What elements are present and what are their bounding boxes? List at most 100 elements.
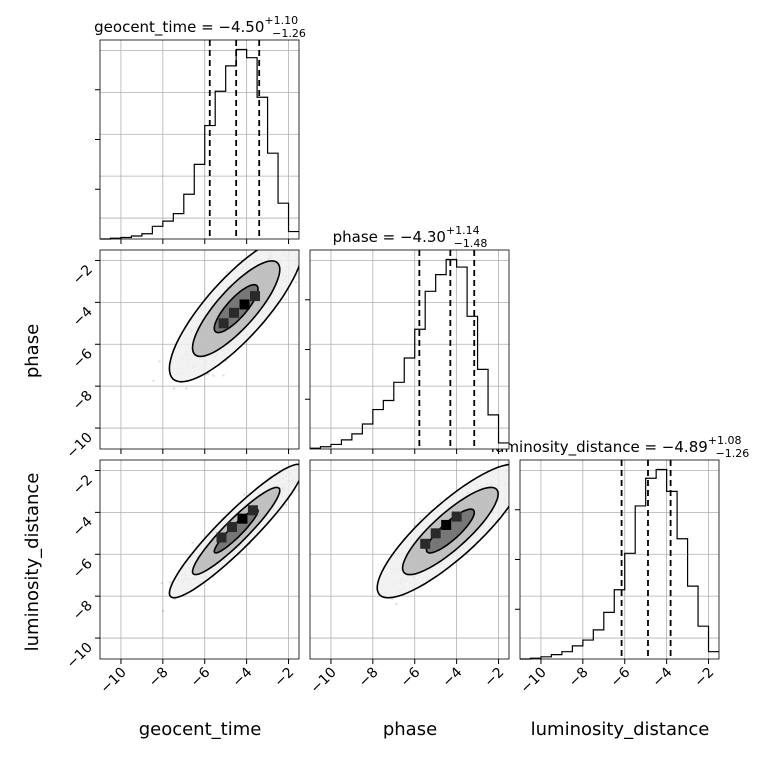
scatter-point — [511, 476, 513, 478]
hist-step-line — [100, 48, 299, 240]
hist-panel-geocent_time — [95, 39, 300, 244]
density-peak — [420, 538, 431, 549]
title-luminosity-distance-prefix: luminosity_distance = −4.89 — [491, 438, 708, 457]
y-tick-label: −4 — [70, 304, 96, 330]
hist-panel-geocent_time-background — [100, 40, 299, 239]
scatter-point — [515, 488, 517, 490]
y-tick-label: −6 — [70, 556, 96, 582]
x-tick-label: −10 — [98, 665, 130, 697]
panel-frame — [99, 249, 300, 450]
density-peak — [226, 522, 237, 533]
scatter-point — [207, 373, 210, 376]
y-tick-label: −10 — [64, 430, 96, 462]
scatter-point — [284, 504, 288, 507]
y-tick-label: −6 — [70, 346, 96, 372]
x-axis-label-geocent-time: geocent_time — [139, 719, 262, 740]
x-tick-label: −6 — [188, 664, 214, 690]
density-peak — [216, 532, 227, 543]
x-tick-label: −10 — [518, 665, 550, 697]
panel-frame — [99, 459, 300, 660]
hist-step-line — [520, 468, 719, 660]
title-luminosity-distance-sub: −1.26 — [716, 447, 750, 460]
scatter-point — [391, 597, 394, 601]
scatter-point — [271, 244, 273, 246]
title-phase-prefix: phase = −4.30 — [333, 228, 446, 246]
scatter-point — [297, 489, 299, 492]
panel-frame — [99, 39, 300, 240]
scatter-panel-geocent_time-luminosity_distance: −10−10 −8 −8 −6 −6 −4 −4 −2 −2 — [64, 459, 300, 697]
x-tick-label: −6 — [608, 664, 634, 690]
x-tick-label: −2 — [271, 665, 297, 691]
y-axis-label-luminosity-distance: luminosity_distance — [22, 473, 43, 652]
title-geocent-time: geocent_time = −4.50+1.10 −1.26 — [94, 14, 306, 40]
panel-frame — [519, 459, 720, 660]
scatter-point — [172, 387, 176, 390]
scatter-point — [225, 270, 228, 274]
scatter-point — [161, 609, 165, 613]
density-peak — [247, 505, 258, 516]
scatter-point — [242, 493, 246, 496]
title-phase-sub: −1.48 — [454, 237, 488, 250]
scatter-point — [512, 486, 514, 488]
scatter-point — [395, 602, 398, 606]
scatter-point — [280, 243, 282, 245]
scatter-point — [212, 374, 215, 377]
density-peak — [237, 513, 248, 524]
scatter-point — [505, 461, 509, 464]
title-geocent-time-sub: −1.26 — [272, 27, 306, 40]
panels: −10 −8 −6 −4 −2−10−8−6−4−2−10−10−8−8−6−6−4−4… — [64, 39, 720, 697]
scatter-point — [511, 485, 513, 487]
title-geocent-time-prefix: geocent_time = −4.50 — [94, 18, 264, 37]
panel-frame — [309, 249, 510, 450]
hist-panel-luminosity_distance: −10 −8 −6 −4 −2 — [515, 459, 720, 697]
x-axis-label-luminosity-distance: luminosity_distance — [531, 719, 710, 740]
scatter-point — [160, 581, 163, 585]
scatter-point — [284, 298, 287, 301]
x-axis-label-phase: phase — [383, 719, 437, 740]
scatter-point — [158, 360, 161, 363]
scatter-point — [511, 517, 513, 519]
y-axis-label-phase: phase — [22, 324, 43, 378]
scatter-point — [294, 281, 298, 284]
x-tick-label: −2 — [691, 665, 717, 691]
hist-panel-luminosity_distance-background — [520, 460, 719, 659]
scatter-point — [152, 379, 155, 382]
scatter-panel-phase-luminosity_distance: −10 −8 −6 −4 −2 — [308, 459, 517, 697]
scatter-point — [439, 499, 442, 502]
density-peak — [441, 519, 452, 530]
y-tick-label: −8 — [70, 598, 96, 624]
x-tick-label: −8 — [146, 665, 172, 691]
scatter-point — [279, 240, 281, 242]
x-tick-label: −4 — [230, 664, 256, 690]
scatter-points — [376, 461, 517, 606]
y-tick-label: −2 — [70, 262, 96, 288]
density-peak — [250, 291, 261, 302]
scatter-point — [185, 387, 188, 390]
density-peak — [218, 318, 229, 329]
panel-frame — [309, 459, 510, 660]
x-tick-label: −4 — [440, 664, 466, 690]
scatter-point — [300, 254, 302, 256]
scatter-point — [419, 517, 422, 521]
y-tick-label: −4 — [70, 514, 96, 540]
x-tick-label: −6 — [398, 664, 424, 690]
scatter-point — [191, 541, 194, 544]
scatter-points — [152, 234, 306, 390]
x-tick-label: −2 — [481, 665, 507, 691]
y-tick-label: −10 — [64, 640, 96, 672]
scatter-point — [272, 246, 274, 248]
scatter-point — [222, 374, 225, 377]
density-peak — [451, 511, 462, 522]
scatter-panel-geocent_time-phase: −10 −8 −6 −4 −2 — [64, 234, 306, 462]
hist-panel-phase-background — [310, 250, 509, 449]
hist-panel-phase — [305, 249, 510, 454]
title-phase-sup: +1.14 — [446, 224, 480, 237]
scatter-point — [413, 524, 416, 527]
density-peak — [229, 307, 240, 318]
x-tick-label: −8 — [356, 665, 382, 691]
x-tick-label: −8 — [566, 665, 592, 691]
title-geocent-time-sup: +1.10 — [264, 14, 298, 27]
scatter-point — [168, 581, 172, 584]
title-phase: phase = −4.30+1.14 −1.48 — [333, 224, 488, 250]
scatter-point — [304, 234, 306, 236]
